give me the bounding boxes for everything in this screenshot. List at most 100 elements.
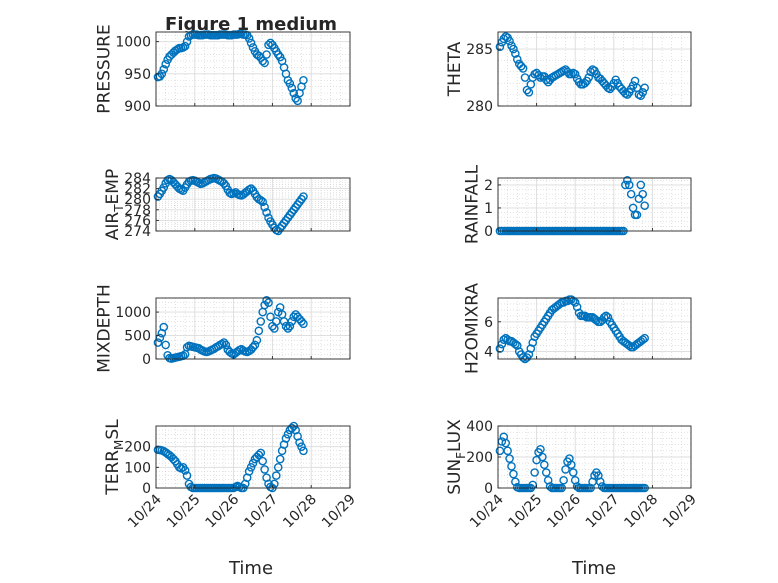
data-point xyxy=(524,350,534,359)
data-point xyxy=(221,340,231,350)
y-tick-label: 0 xyxy=(484,481,493,497)
data-point xyxy=(540,460,549,470)
x-tick-label: 10/28 xyxy=(621,492,661,532)
data-point xyxy=(262,208,271,217)
data-point xyxy=(161,340,170,350)
data-point xyxy=(567,460,576,470)
x-tick-label: 10/27 xyxy=(241,492,281,532)
data-point xyxy=(528,338,538,347)
data-point xyxy=(570,69,580,79)
y-tick-label: 400 xyxy=(466,419,493,435)
data-point xyxy=(597,482,607,491)
data-point xyxy=(640,83,649,93)
data-point xyxy=(584,73,594,82)
x-tick-label: 10/26 xyxy=(203,491,243,531)
y-axis-label: MIXDEPTH xyxy=(95,284,115,373)
data-point xyxy=(518,64,528,73)
data-point xyxy=(638,189,648,199)
data-point xyxy=(295,438,304,447)
data-point xyxy=(262,296,271,305)
data-point xyxy=(262,50,271,59)
data-point xyxy=(511,477,520,487)
data-point xyxy=(601,311,611,321)
data-point xyxy=(258,197,268,207)
axes-background xyxy=(498,178,691,231)
y-tick-label: 500 xyxy=(124,329,151,345)
data-point xyxy=(173,45,182,54)
x-tick-label: 10/25 xyxy=(506,492,546,532)
y-tick-label: 280 xyxy=(124,192,151,208)
y-tick-label: 0 xyxy=(142,352,151,368)
y-axis-label: PRESSURE xyxy=(95,24,115,113)
data-point xyxy=(545,482,555,491)
data-point xyxy=(505,36,514,46)
data-point xyxy=(559,475,568,485)
data-point xyxy=(258,56,268,66)
data-point xyxy=(299,75,308,85)
x-axis-label-left: Time xyxy=(228,558,273,579)
x-tick-label: 10/29 xyxy=(660,492,700,532)
y-tick-label: 950 xyxy=(124,67,151,83)
data-point xyxy=(568,468,578,477)
data-point xyxy=(522,85,532,95)
data-point xyxy=(178,43,188,52)
y-tick-label: 1 xyxy=(484,201,493,217)
y-tick-label: 276 xyxy=(124,213,151,229)
x-axis-label-right: Time xyxy=(571,558,616,579)
data-point xyxy=(293,96,302,106)
data-point xyxy=(503,446,512,456)
data-point xyxy=(260,58,269,68)
data-point xyxy=(250,340,260,350)
data-point xyxy=(248,458,258,468)
data-point xyxy=(530,468,539,477)
y-axis-label: THETA xyxy=(445,41,465,97)
data-point xyxy=(638,335,648,344)
y-tick-label: 280 xyxy=(466,99,493,115)
y-tick-label: 100 xyxy=(124,460,151,476)
data-point xyxy=(285,79,295,88)
data-point xyxy=(636,180,646,190)
data-point xyxy=(271,471,281,480)
data-point xyxy=(603,313,613,322)
y-axis-label: AIRTEMP xyxy=(103,169,126,240)
data-point xyxy=(507,461,516,471)
data-point xyxy=(248,342,258,352)
y-axis-label: TERRMSL xyxy=(103,419,126,496)
data-point xyxy=(528,480,538,490)
y-tick-label: 4 xyxy=(484,345,493,361)
y-tick-label: 6 xyxy=(484,315,493,331)
data-point xyxy=(640,333,649,343)
y-axis-label: RAINFALL xyxy=(462,164,482,244)
axes-frame xyxy=(497,177,692,232)
data-point xyxy=(640,201,649,210)
data-point xyxy=(572,482,582,491)
data-point xyxy=(256,317,266,326)
data-point xyxy=(299,192,308,201)
data-point xyxy=(256,448,266,458)
data-point xyxy=(260,202,269,212)
data-point xyxy=(273,463,283,472)
data-point xyxy=(252,335,262,345)
data-point xyxy=(254,450,264,460)
data-point xyxy=(244,467,254,476)
y-axis-label: H2OMIXRA xyxy=(462,283,482,374)
data-point xyxy=(281,321,291,331)
data-point xyxy=(526,344,536,353)
y-tick-label: 274 xyxy=(124,224,151,240)
data-point xyxy=(266,312,275,322)
data-point xyxy=(270,479,279,489)
data-point xyxy=(538,452,547,462)
axes-frame xyxy=(497,31,692,107)
axes-frame xyxy=(155,31,351,107)
data-point xyxy=(511,339,520,349)
y-tick-label: 200 xyxy=(466,450,493,466)
data-point xyxy=(599,313,609,322)
data-point xyxy=(509,469,518,479)
data-point xyxy=(592,316,601,325)
